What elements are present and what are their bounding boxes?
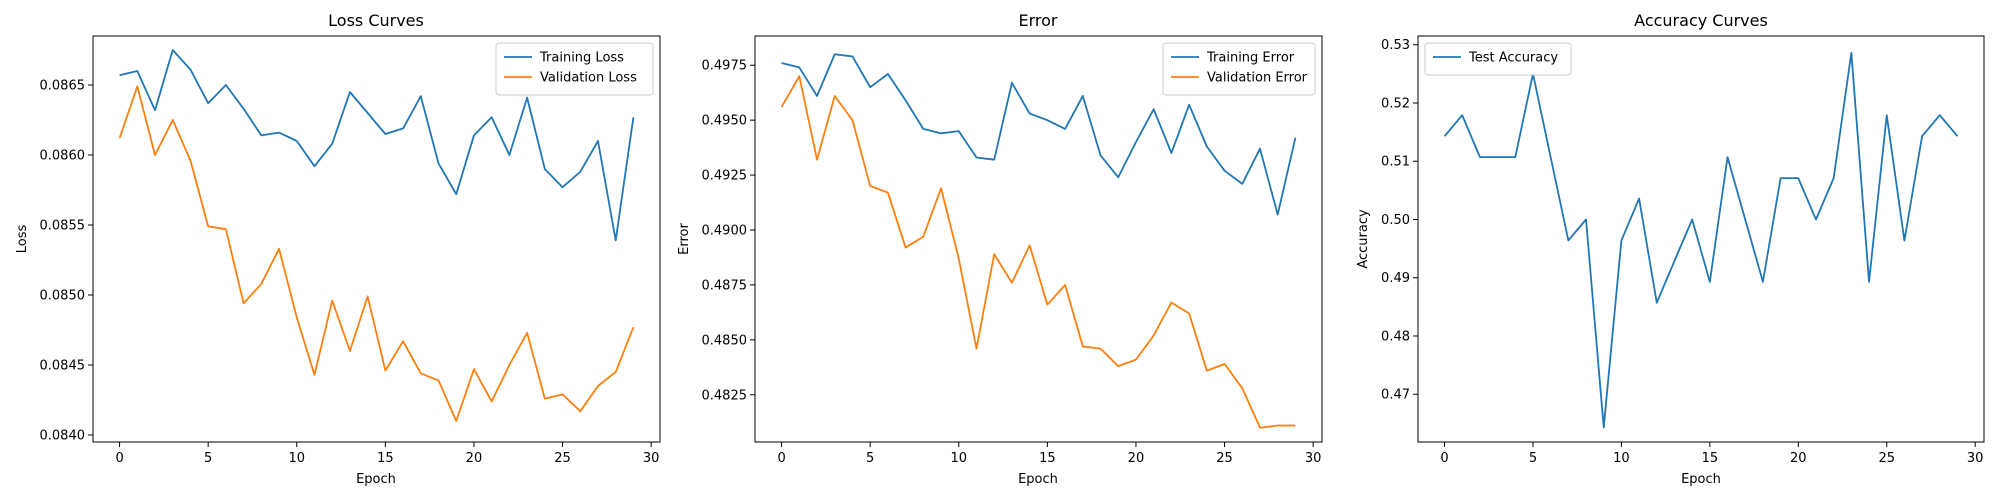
y-tick-label-loss: 0.0840: [40, 429, 86, 444]
legend-label: Test Accuracy: [1468, 51, 1558, 66]
x-tick-label-error: 20: [1128, 451, 1145, 466]
x-tick-label-accuracy: 20: [1790, 451, 1807, 466]
y-tick-label-loss: 0.0860: [40, 149, 86, 164]
x-tick-label-error: 15: [1039, 451, 1056, 466]
legend-accuracy: Test Accuracy: [1424, 42, 1572, 76]
x-tick-label-loss: 5: [204, 451, 212, 466]
y-tick-label-error: 0.4975: [702, 59, 748, 74]
y-tick-label-loss: 0.0850: [40, 289, 86, 304]
series-line-test-accuracy: [1443, 51, 1959, 429]
y-tick-label-error: 0.4875: [702, 278, 748, 293]
legend-label: Validation Error: [1207, 71, 1308, 86]
chart-title-loss: Loss Curves: [328, 11, 424, 30]
y-tick-label-accuracy: 0.47: [1381, 388, 1410, 403]
legend-box-error: [1162, 42, 1316, 96]
x-tick-label-error: 10: [950, 451, 967, 466]
legend-box-accuracy: [1424, 42, 1572, 76]
legend-box-loss: [495, 42, 654, 96]
legend-label: Validation Loss: [540, 71, 637, 86]
plot-area-accuracy: [1417, 35, 1985, 443]
y-tick-label-loss: 0.0845: [40, 359, 86, 374]
series-line-validation-loss: [118, 85, 635, 422]
x-axis-label-accuracy: Epoch: [1681, 472, 1721, 487]
plot-area-error: [754, 35, 1323, 443]
series-line-validation-error: [780, 75, 1296, 429]
y-tick-label-error: 0.4950: [702, 114, 748, 129]
chart-title-error: Error: [1019, 11, 1058, 30]
y-tick-label-loss: 0.0855: [40, 219, 86, 234]
x-tick-label-accuracy: 10: [1613, 451, 1630, 466]
x-axis-label-loss: Epoch: [356, 472, 396, 487]
series-line-training-loss: [119, 49, 635, 242]
subplot-error: Error Epoch Error 0 5 10 15 20 25 30 0.4825 0.48…: [677, 11, 1323, 487]
y-tick-label-accuracy: 0.52: [1381, 96, 1410, 111]
x-tick-label-error: 25: [1216, 451, 1233, 466]
y-tick-label-error: 0.4900: [702, 223, 748, 238]
y-tick-label-accuracy: 0.53: [1381, 38, 1410, 53]
x-tick-label-accuracy: 30: [1967, 451, 1984, 466]
y-tick-label-error: 0.4925: [702, 169, 748, 184]
legend-label: Training Loss: [539, 51, 624, 66]
x-tick-label-loss: 25: [554, 451, 571, 466]
y-tick-label-loss: 0.0865: [40, 79, 86, 94]
x-tick-label-loss: 10: [288, 451, 305, 466]
y-tick-label-accuracy: 0.49: [1381, 271, 1410, 286]
x-tick-label-accuracy: 25: [1878, 451, 1895, 466]
x-tick-label-accuracy: 15: [1702, 451, 1719, 466]
x-tick-label-accuracy: 0: [1440, 451, 1448, 466]
x-tick-label-loss: 0: [115, 451, 123, 466]
x-tick-label-error: 30: [1305, 451, 1322, 466]
x-tick-label-loss: 15: [377, 451, 394, 466]
y-axis-label-loss: Loss: [15, 225, 30, 254]
y-tick-label-error: 0.4850: [702, 333, 748, 348]
y-tick-label-error: 0.4825: [702, 388, 748, 403]
y-axis-label-error: Error: [677, 223, 692, 255]
legend-label: Training Error: [1206, 51, 1295, 66]
x-tick-label-loss: 30: [643, 451, 660, 466]
series-line-training-error: [781, 53, 1297, 216]
subplot-loss-curves: Loss Curves Epoch Loss 0 5 10 15 20 25 30 0.084…: [15, 11, 661, 487]
legend-error: Training Error Validation Error: [1162, 42, 1316, 96]
y-tick-label-accuracy: 0.48: [1381, 329, 1410, 344]
x-tick-label-accuracy: 5: [1529, 451, 1537, 466]
legend-loss: Training Loss Validation Loss: [495, 42, 654, 96]
x-tick-label-error: 0: [777, 451, 785, 466]
y-axis-label-accuracy: Accuracy: [1356, 209, 1371, 269]
y-tick-label-accuracy: 0.51: [1381, 155, 1410, 170]
x-tick-label-error: 5: [866, 451, 874, 466]
subplot-accuracy-curves: Accuracy Curves Epoch Accuracy 0 5 10 15 20 2…: [1356, 11, 1985, 487]
y-tick-label-accuracy: 0.50: [1381, 213, 1410, 228]
chart-title-accuracy: Accuracy Curves: [1634, 11, 1768, 30]
plot-area-loss: [92, 35, 661, 443]
x-tick-label-loss: 20: [466, 451, 483, 466]
x-axis-label-error: Epoch: [1018, 472, 1058, 487]
